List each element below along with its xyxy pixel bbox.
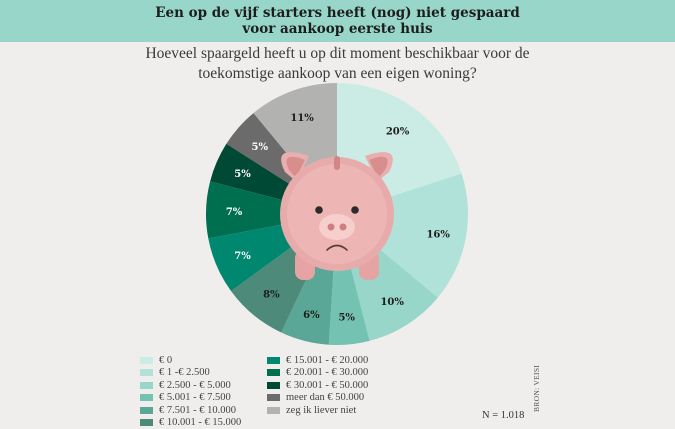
slice-value-label: 20% [386, 127, 410, 138]
legend-label: € 7.501 - € 10.000 [159, 405, 236, 416]
legend-item: € 15.001 - € 20.000 [267, 354, 368, 367]
slice-value-label: 7% [234, 251, 251, 262]
legend-label: meer dan € 50.000 [286, 392, 364, 403]
legend-swatch [267, 407, 280, 414]
source-label: BRON: VEISI [532, 365, 541, 412]
legend-label: € 30.001 - € 50.000 [286, 380, 368, 391]
slice-value-label: 10% [380, 297, 404, 308]
slice-value-label: 16% [426, 229, 450, 240]
legend-item: € 20.001 - € 30.000 [267, 367, 368, 380]
legend-swatch [267, 382, 280, 389]
slice-value-label: 7% [226, 207, 243, 218]
piggy-bank-icon [280, 152, 394, 280]
slice-value-label: 5% [338, 313, 355, 324]
legend-item: € 10.001 - € 15.000 [140, 417, 241, 429]
legend-swatch [267, 357, 280, 364]
legend-swatch [140, 394, 153, 401]
legend-item: € 30.001 - € 50.000 [267, 379, 368, 392]
legend-swatch [140, 369, 153, 376]
slice-value-label: 5% [252, 142, 269, 153]
legend-swatch [140, 407, 153, 414]
legend-swatch [267, 394, 280, 401]
legend-item: € 1 -€ 2.500 [140, 367, 241, 380]
legend-item: € 7.501 - € 10.000 [140, 404, 241, 417]
slice-value-label: 11% [290, 113, 314, 124]
slice-value-label: 5% [234, 169, 251, 180]
legend-item: € 2.500 - € 5.000 [140, 379, 241, 392]
slice-value-label: 6% [303, 310, 320, 321]
legend-label: € 2.500 - € 5.000 [159, 380, 231, 391]
legend-swatch [267, 369, 280, 376]
sample-size: N = 1.018 [482, 410, 524, 421]
legend-column-1: € 0€ 1 -€ 2.500 € 2.500 - € 5.000€ 5.001 … [140, 354, 241, 429]
slice-value-label: 8% [263, 289, 280, 300]
legend-item: € 5.001 - € 7.500 [140, 392, 241, 405]
legend-item: zeg ik liever niet [267, 404, 368, 417]
legend-swatch [140, 357, 153, 364]
legend-item: € 0 [140, 354, 241, 367]
legend-label: € 20.001 - € 30.000 [286, 367, 368, 378]
legend-swatch [140, 419, 153, 426]
legend-swatch [140, 382, 153, 389]
legend-item: meer dan € 50.000 [267, 392, 368, 405]
legend-label: € 1 -€ 2.500 [159, 367, 210, 378]
legend-label: zeg ik liever niet [286, 405, 356, 416]
legend-label: € 0 [159, 355, 172, 366]
legend-column-2: € 15.001 - € 20.000€ 20.001 - € 30.000 € … [267, 354, 368, 417]
legend-label: € 15.001 - € 20.000 [286, 355, 368, 366]
legend-label: € 5.001 - € 7.500 [159, 392, 231, 403]
